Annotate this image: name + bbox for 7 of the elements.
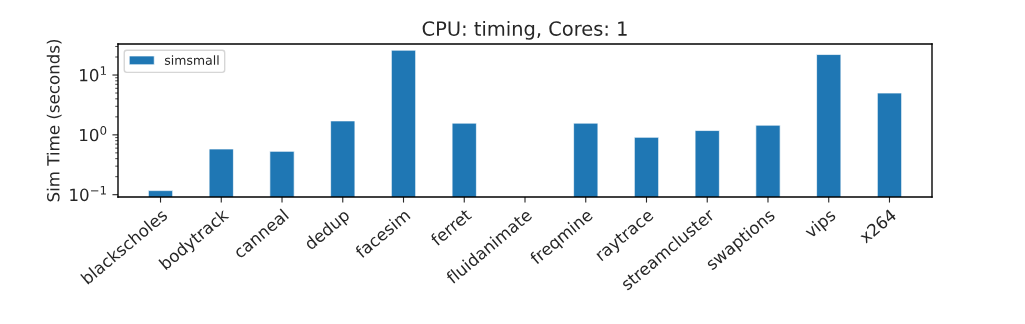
y-tick-label: 10$^{1}$ bbox=[80, 66, 106, 82]
x-tick-label: vips bbox=[803, 207, 839, 242]
y-tick-label: 10$^{−1}$ bbox=[70, 186, 106, 202]
y-axis-title: Sim Time (seconds) bbox=[46, 39, 62, 202]
chart-title: CPU: timing, Cores: 1 bbox=[422, 20, 627, 40]
y-tick-label: 10$^{0}$ bbox=[80, 126, 107, 142]
legend-label: simsmall bbox=[164, 55, 219, 65]
